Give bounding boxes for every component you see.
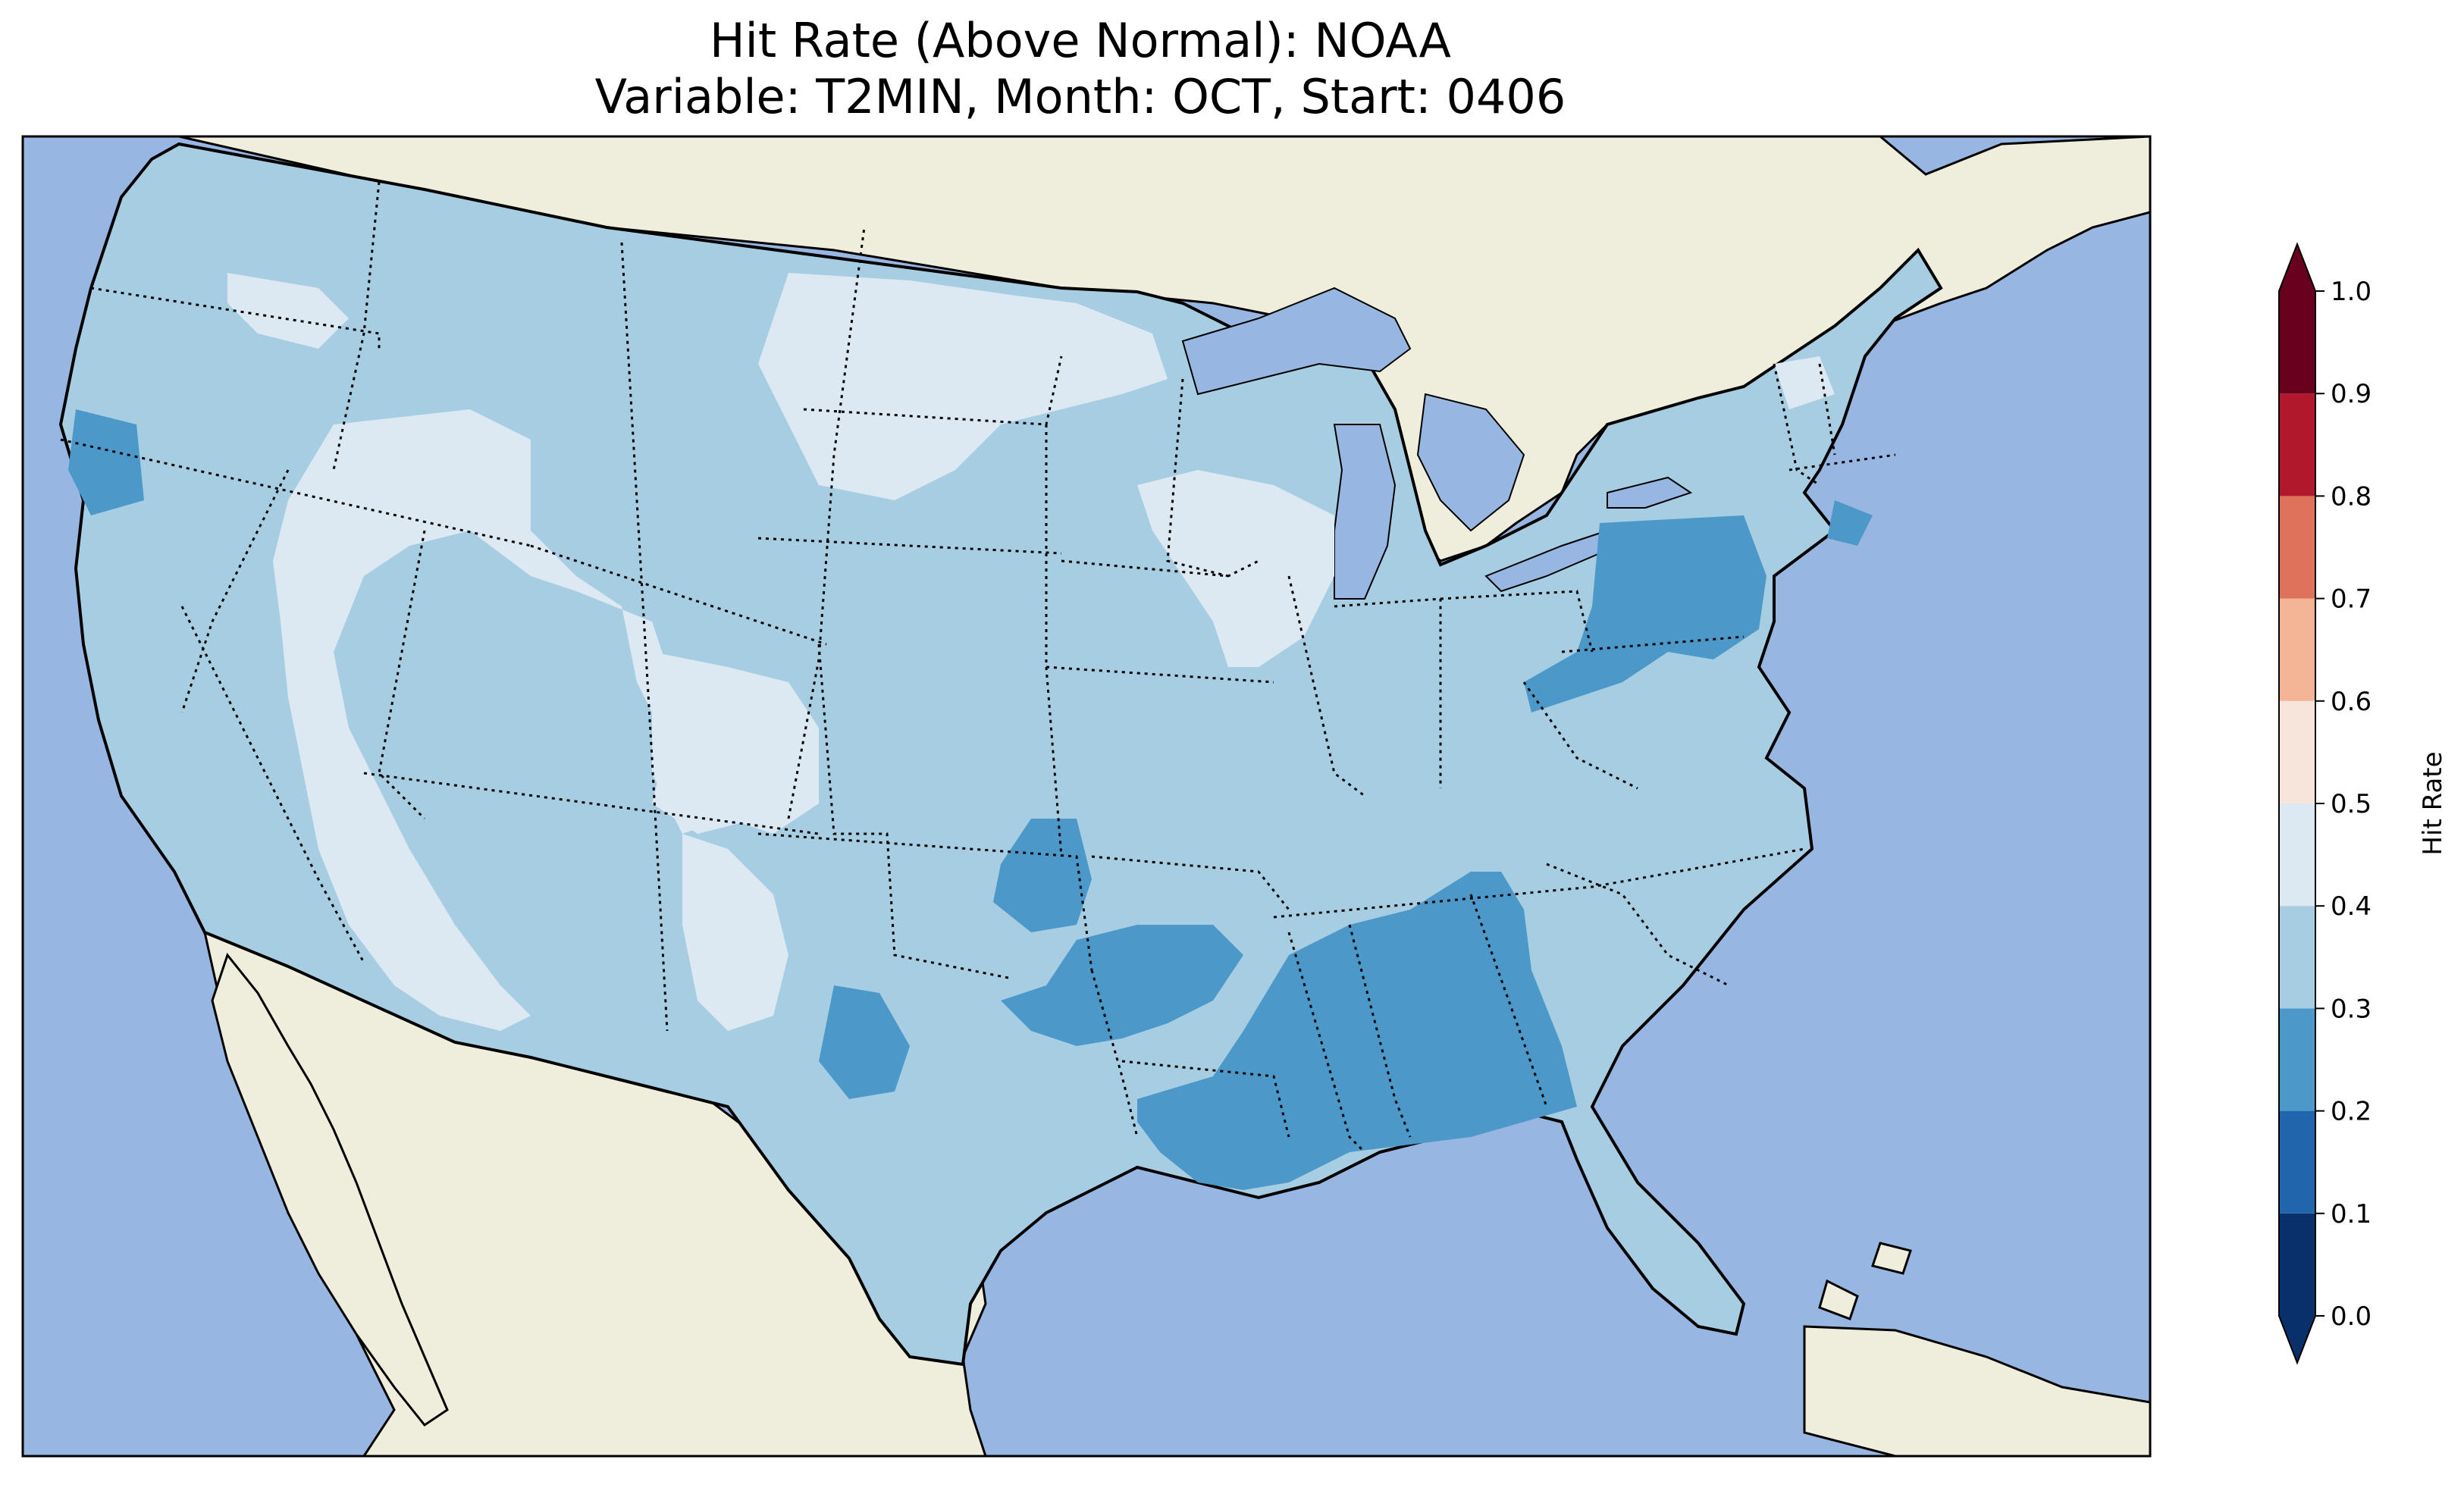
map-title-line-2: Variable: T2MIN, Month: OCT, Start: 0406 — [594, 69, 1566, 124]
region-great-lakes-pocket — [1137, 470, 1334, 667]
region-new-york-pocket — [1774, 356, 1835, 409]
region-great-basin — [273, 409, 804, 1031]
colorbar-bin — [2279, 700, 2315, 803]
region-new-jersey — [1827, 500, 1873, 546]
colorbar-bin — [2279, 496, 2315, 599]
colorbar-bin — [2279, 1008, 2315, 1111]
colorbar-bin — [2279, 393, 2315, 496]
colorbar-ticks: 0.0 0.1 0.2 0.3 0.4 0.5 0.6 0.7 0.8 0.9 1.0 — [2315, 277, 2372, 1332]
lake-huron — [1416, 393, 1525, 532]
colorbar-bin — [2279, 598, 2315, 701]
region-arkansas-texas — [1001, 925, 1243, 1046]
region-oklahoma — [993, 819, 1092, 932]
colorbar-tick-label: 0.0 — [2331, 1301, 2372, 1332]
colorbar-extend-max — [2279, 244, 2315, 291]
bahamas — [1818, 1242, 1912, 1320]
cuba-land — [1803, 1325, 2150, 1456]
baja-peninsula — [211, 952, 449, 1427]
map-frame — [21, 135, 2152, 1458]
colorbar-tick-label: 0.7 — [2331, 584, 2372, 615]
colorbar-bin — [2279, 906, 2315, 1009]
region-montana-idaho — [227, 273, 349, 349]
lake-superior — [1181, 287, 1412, 396]
colorbar-bin — [2279, 291, 2315, 394]
canada-land — [178, 136, 2150, 562]
map-title-line-1: Hit Rate (Above Normal): NOAA — [710, 13, 1451, 68]
colorbar-label: Hit Rate — [2418, 751, 2448, 855]
colorbar-tick-label: 0.3 — [2331, 994, 2372, 1024]
region-west-texas — [819, 985, 910, 1099]
state-borders — [60, 181, 1896, 1154]
colorbar-bins — [2279, 291, 2315, 1316]
colorbar-tick-label: 1.0 — [2331, 277, 2372, 307]
region-northern-plains — [758, 273, 1168, 500]
colorbar-bin — [2279, 803, 2315, 907]
colorbar-extend-min — [2279, 1316, 2315, 1363]
colorbar-tick-label: 0.6 — [2331, 687, 2372, 717]
colorbar-bin — [2279, 1213, 2315, 1316]
lake-ontario — [1607, 476, 1693, 509]
colorbar-tick-label: 0.9 — [2331, 379, 2372, 409]
region-pennsylvania — [1524, 515, 1766, 713]
colorbar-bin — [2279, 1110, 2315, 1214]
colorbar-tick-label: 0.5 — [2331, 789, 2372, 819]
region-oregon-coast — [68, 409, 144, 515]
colorbar-tick-label: 0.8 — [2331, 481, 2372, 512]
lake-michigan — [1333, 424, 1397, 600]
region-gulf-coast — [1137, 872, 1577, 1190]
colorbar-tick-label: 0.2 — [2331, 1097, 2372, 1127]
colorbar-tick-label: 0.1 — [2331, 1199, 2372, 1229]
region-new-mexico — [682, 834, 788, 1031]
colorbar-tick-label: 0.4 — [2331, 891, 2372, 922]
region-colorado-plateau — [652, 652, 819, 834]
